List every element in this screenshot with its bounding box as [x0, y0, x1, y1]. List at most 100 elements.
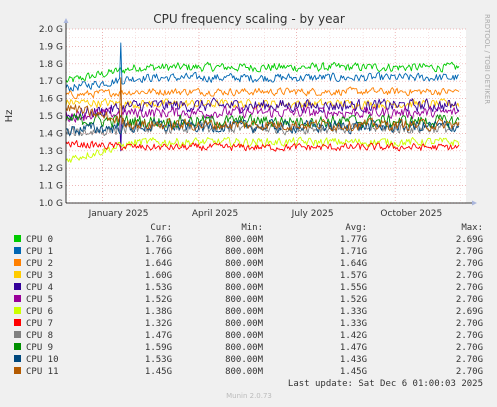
- legend-series-name: CPU 7: [26, 319, 53, 329]
- legend-avg-value: 1.57G: [340, 271, 367, 281]
- legend-header-max: Max:: [461, 223, 483, 233]
- legend-swatch: [14, 343, 21, 350]
- series-line-cpu-11: [65, 77, 460, 132]
- legend-max-value: 2.70G: [456, 331, 483, 341]
- y-tick-label: 1.9 G: [39, 42, 63, 52]
- series-line-cpu-10: [65, 118, 460, 136]
- legend-cur-value: 1.53G: [145, 355, 172, 365]
- y-tick-label: 1.2 G: [39, 164, 63, 174]
- legend-avg-value: 1.55G: [340, 283, 367, 293]
- legend-swatch: [14, 307, 21, 314]
- legend-max-value: 2.69G: [456, 235, 483, 245]
- legend-min-value: 800.00M: [225, 343, 264, 353]
- chart-title: CPU frequency scaling - by year: [153, 12, 345, 26]
- legend-cur-value: 1.32G: [145, 319, 172, 329]
- legend-max-value: 2.70G: [456, 343, 483, 353]
- legend-min-value: 800.00M: [225, 367, 264, 377]
- series-line-cpu-3: [65, 98, 460, 110]
- series-lines: [65, 42, 460, 163]
- legend-min-value: 800.00M: [225, 283, 264, 293]
- legend-avg-value: 1.52G: [340, 295, 367, 305]
- legend-series-name: CPU 10: [26, 355, 59, 365]
- legend-max-value: 2.70G: [456, 319, 483, 329]
- legend: Cur: Min: Avg: Max: CPU 0 1.76G 800.00M 1.77G 2.…: [14, 223, 483, 377]
- legend-header-min: Min:: [241, 223, 263, 233]
- legend-min-value: 800.00M: [225, 295, 264, 305]
- legend-swatch: [14, 247, 21, 254]
- legend-min-value: 800.00M: [225, 271, 264, 281]
- y-axis-label: Hz: [4, 110, 15, 123]
- series-line-cpu-7: [65, 140, 460, 152]
- y-tick-labels: 1.0 G 1.1 G 1.2 G 1.3 G 1.4 G 1.5 G 1.6 G 1.7 G…: [39, 25, 63, 209]
- series-line-cpu-2: [65, 86, 460, 100]
- legend-series-name: CPU 8: [26, 331, 53, 341]
- x-tick-label: January 2025: [88, 209, 149, 219]
- legend-avg-value: 1.45G: [340, 367, 367, 377]
- axes: [63, 18, 477, 206]
- y-tick-label: 1.3 G: [39, 147, 63, 157]
- legend-swatch: [14, 331, 21, 338]
- legend-series-name: CPU 3: [26, 271, 53, 281]
- legend-swatch: [14, 235, 21, 242]
- legend-max-value: 2.70G: [456, 247, 483, 257]
- legend-avg-value: 1.77G: [340, 235, 367, 245]
- x-tick-label: July 2025: [291, 209, 334, 219]
- legend-header-cur: Cur:: [150, 223, 172, 233]
- legend-avg-value: 1.43G: [340, 355, 367, 365]
- series-line-cpu-1: [65, 42, 460, 92]
- y-axis-arrow: [63, 18, 69, 23]
- legend-series-name: CPU 4: [26, 283, 53, 293]
- legend-swatch: [14, 319, 21, 326]
- x-tick-label: October 2025: [380, 209, 442, 219]
- legend-swatch: [14, 355, 21, 362]
- y-tick-label: 1.1 G: [39, 182, 63, 192]
- legend-series-name: CPU 1: [26, 247, 53, 257]
- legend-max-value: 2.70G: [456, 259, 483, 269]
- legend-swatch: [14, 259, 21, 266]
- legend-avg-value: 1.42G: [340, 331, 367, 341]
- legend-max-value: 2.69G: [456, 307, 483, 317]
- legend-cur-value: 1.53G: [145, 283, 172, 293]
- series-line-cpu-5: [65, 105, 460, 123]
- legend-min-value: 800.00M: [225, 235, 264, 245]
- legend-series-name: CPU 5: [26, 295, 53, 305]
- y-tick-label: 1.0 G: [39, 199, 63, 209]
- legend-cur-value: 1.64G: [145, 259, 172, 269]
- legend-min-value: 800.00M: [225, 259, 264, 269]
- y-tick-label: 1.6 G: [39, 95, 63, 105]
- legend-max-value: 2.70G: [456, 271, 483, 281]
- x-axis-arrow: [472, 200, 477, 206]
- legend-avg-value: 1.47G: [340, 343, 367, 353]
- series-line-cpu-8: [65, 121, 460, 137]
- legend-avg-value: 1.33G: [340, 319, 367, 329]
- legend-min-value: 800.00M: [225, 319, 264, 329]
- legend-avg-value: 1.64G: [340, 259, 367, 269]
- y-tick-label: 1.7 G: [39, 77, 63, 87]
- legend-max-value: 2.70G: [456, 367, 483, 377]
- legend-cur-value: 1.76G: [145, 235, 172, 245]
- legend-cur-value: 1.38G: [145, 307, 172, 317]
- legend-avg-value: 1.71G: [340, 247, 367, 257]
- legend-series-name: CPU 9: [26, 343, 53, 353]
- munin-version: Munin 2.0.73: [226, 392, 272, 400]
- legend-max-value: 2.70G: [456, 295, 483, 305]
- x-tick-label: April 2025: [192, 209, 238, 219]
- legend-header-avg: Avg:: [345, 223, 367, 233]
- legend-series-name: CPU 0: [26, 235, 53, 245]
- legend-cur-value: 1.52G: [145, 295, 172, 305]
- x-tick-labels: January 2025 April 2025 July 2025 October 2…: [88, 209, 443, 219]
- legend-min-value: 800.00M: [225, 307, 264, 317]
- legend-cur-value: 1.59G: [145, 343, 172, 353]
- legend-min-value: 800.00M: [225, 355, 264, 365]
- y-tick-label: 2.0 G: [39, 25, 63, 35]
- legend-cur-value: 1.76G: [145, 247, 172, 257]
- legend-swatch: [14, 271, 21, 278]
- series-line-cpu-4: [65, 97, 460, 152]
- legend-max-value: 2.70G: [456, 283, 483, 293]
- legend-cur-value: 1.60G: [145, 271, 172, 281]
- legend-cur-value: 1.45G: [145, 367, 172, 377]
- last-update: Last update: Sat Dec 6 01:00:03 2025: [288, 379, 483, 389]
- side-label: RRDTOOL / TOBI OETIKER: [483, 14, 491, 104]
- y-tick-label: 1.4 G: [39, 129, 63, 139]
